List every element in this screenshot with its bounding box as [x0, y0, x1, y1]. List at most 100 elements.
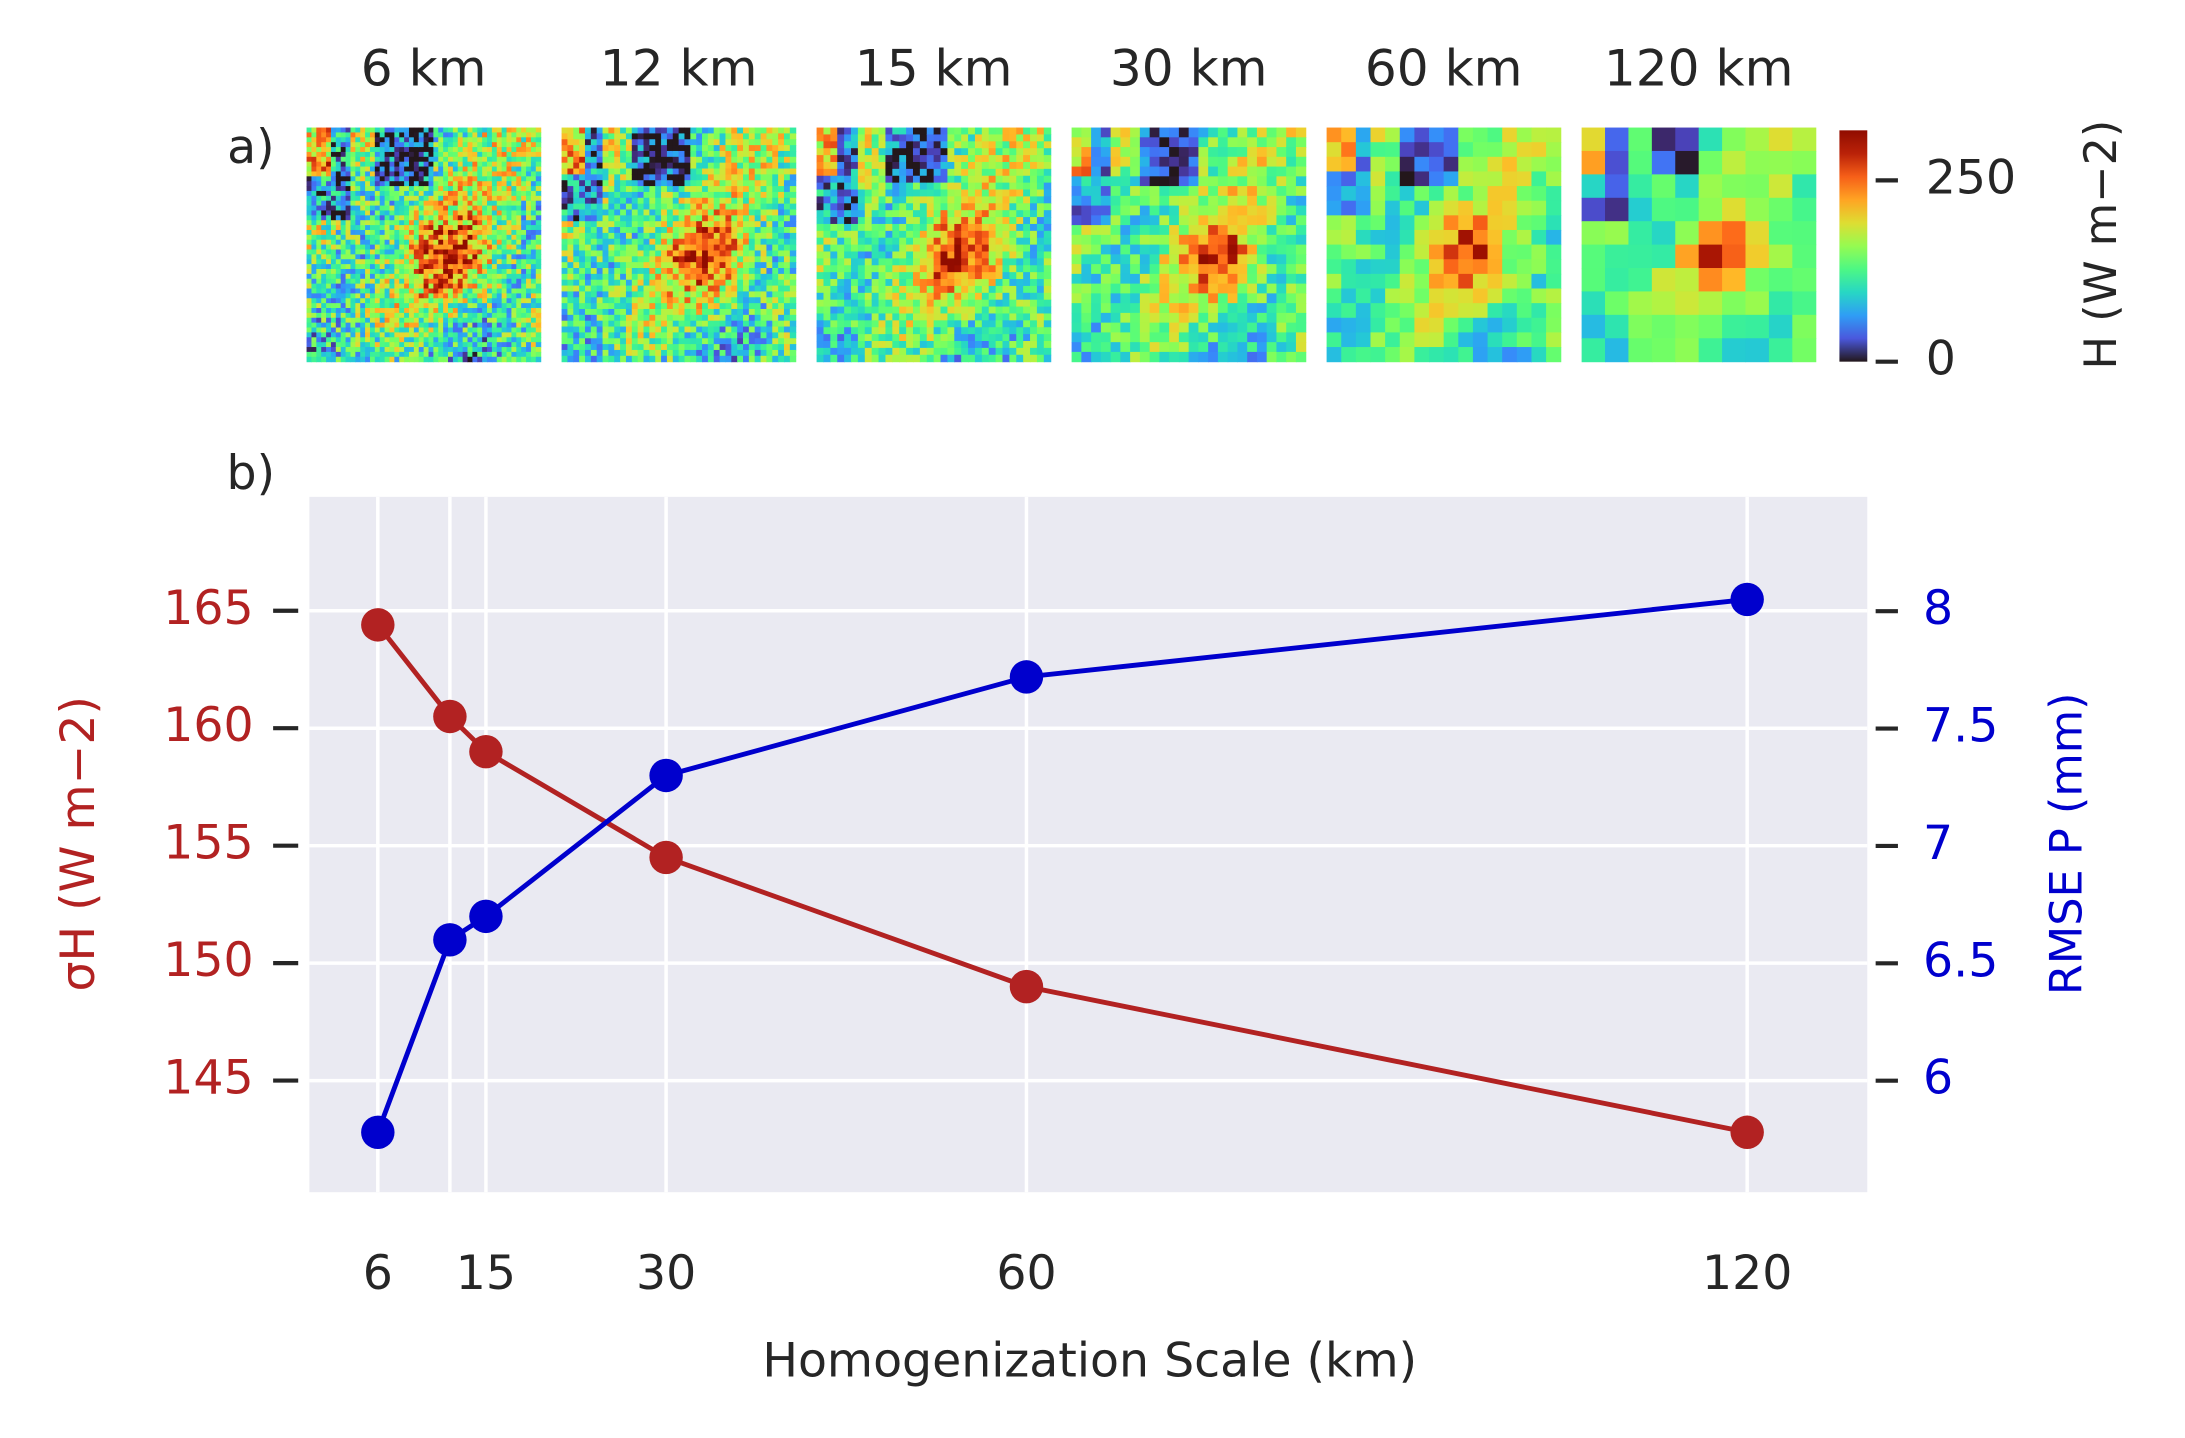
map-cell: [414, 303, 419, 308]
map-cell: [968, 162, 975, 169]
map-cell: [404, 259, 409, 264]
map-cell: [521, 308, 526, 313]
map-cell: [766, 344, 772, 350]
map-cell: [477, 269, 482, 274]
map-cell: [562, 180, 568, 186]
map-cell: [655, 350, 661, 356]
map-cell: [307, 269, 312, 274]
map-cell: [472, 235, 477, 240]
map-cell: [731, 286, 737, 292]
map-cell: [365, 235, 370, 240]
map-cell: [614, 356, 620, 362]
map-cell: [487, 196, 492, 201]
map-cell: [766, 128, 772, 134]
map-cell: [492, 342, 497, 347]
map-cell: [428, 167, 433, 172]
map-cell: [531, 171, 536, 176]
map-cell: [649, 256, 655, 262]
map-cell: [419, 128, 424, 133]
map-cell: [487, 162, 492, 167]
map-cell: [521, 167, 526, 172]
map-cell: [316, 318, 321, 323]
map-cell: [579, 303, 585, 309]
map-cell: [927, 210, 934, 217]
map-cell: [380, 196, 385, 201]
map-cell: [749, 350, 755, 356]
map-cell: [696, 180, 702, 186]
map-cell: [424, 337, 429, 342]
map-cell: [448, 279, 453, 284]
map-cell: [419, 313, 424, 318]
map-cell: [346, 347, 351, 352]
map-cell: [714, 145, 720, 151]
map-cell: [603, 250, 609, 256]
map-cell: [370, 162, 375, 167]
map-cell: [684, 309, 690, 315]
map-title: 6 km: [361, 38, 487, 97]
map-cell: [941, 279, 948, 286]
map-cell: [516, 337, 521, 342]
map-cell: [516, 284, 521, 289]
map-cell: [649, 186, 655, 192]
map-cell: [360, 289, 365, 294]
map-cell: [830, 128, 837, 135]
map-cell: [346, 328, 351, 333]
map-cell: [516, 298, 521, 303]
map-cell: [394, 210, 399, 215]
map-cell: [772, 198, 778, 204]
map-cell: [989, 155, 996, 162]
map-cell: [1002, 224, 1009, 231]
map-cell: [536, 279, 541, 284]
map-cell: [438, 303, 443, 308]
map-cell: [608, 268, 614, 274]
map-cell: [879, 313, 886, 320]
map-cell: [428, 215, 433, 220]
map-cell: [399, 352, 404, 357]
map-cell: [591, 262, 597, 268]
map-cell: [720, 321, 726, 327]
map-cell: [766, 262, 772, 268]
map-cell: [380, 289, 385, 294]
map-cell: [365, 196, 370, 201]
map-cell: [311, 259, 316, 264]
map-cell: [516, 157, 521, 162]
map-cell: [608, 239, 614, 245]
map-cell: [989, 265, 996, 272]
map-cell: [1002, 334, 1009, 341]
map-cell: [521, 323, 526, 328]
map-cell: [424, 167, 429, 172]
map-cell: [906, 224, 913, 231]
map-cell: [482, 152, 487, 157]
map-cell: [632, 233, 638, 239]
map-cell: [996, 141, 1003, 148]
map-cell: [458, 249, 463, 254]
map-cell: [472, 201, 477, 206]
map-cell: [321, 279, 326, 284]
map-cell: [492, 128, 497, 133]
map-cell: [673, 245, 679, 251]
map-cell: [655, 303, 661, 309]
map-cell: [696, 133, 702, 139]
map-cell: [649, 192, 655, 198]
map-cell: [778, 227, 784, 233]
map-cell: [458, 245, 463, 250]
map-cell: [375, 313, 380, 318]
map-cell: [817, 203, 824, 210]
map-cell: [892, 231, 899, 238]
map-cell: [632, 174, 638, 180]
map-cell: [899, 196, 906, 203]
map-cell: [453, 357, 458, 362]
map-cell: [920, 348, 927, 355]
map-cell: [702, 256, 708, 262]
map-cell: [790, 157, 796, 163]
panel-label: a): [227, 120, 275, 175]
map-cell: [487, 337, 492, 342]
map-cell: [823, 155, 830, 162]
map-cell: [714, 315, 720, 321]
map-cell: [766, 157, 772, 163]
map-cell: [414, 230, 419, 235]
map-cell: [725, 215, 731, 221]
map-cell: [428, 186, 433, 191]
map-cell: [817, 279, 824, 286]
map-cell: [597, 297, 603, 303]
